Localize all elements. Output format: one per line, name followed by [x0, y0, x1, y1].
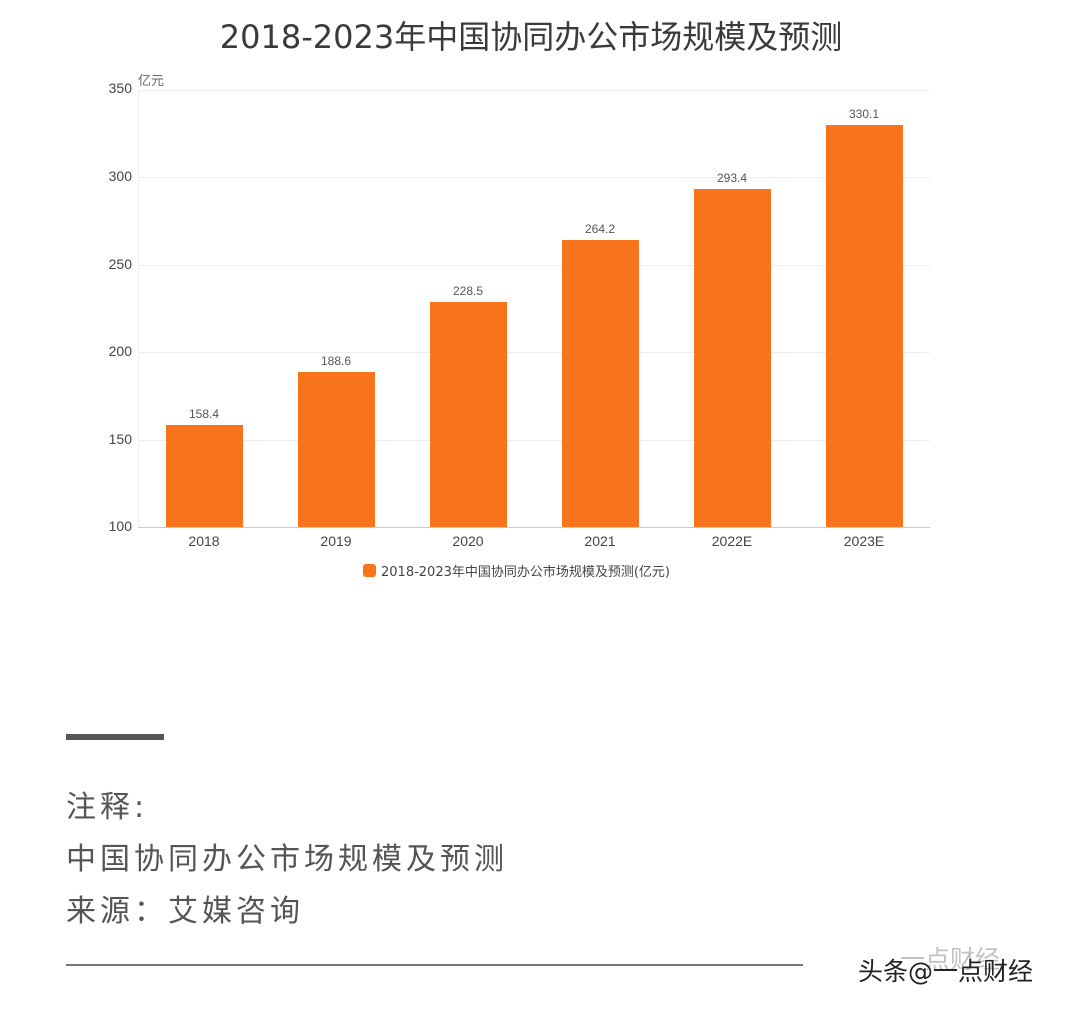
gridline: [138, 90, 930, 91]
gridline: [138, 177, 930, 178]
y-tick: 200: [108, 343, 132, 359]
legend-label: 2018-2023年中国协同办公市场规模及预测(亿元): [381, 565, 671, 580]
legend[interactable]: 2018-2023年中国协同办公市场规模及预测(亿元): [363, 561, 670, 580]
gridline: [138, 440, 930, 441]
y-tick: 100: [108, 518, 132, 534]
value-label: 330.1: [848, 106, 880, 121]
bar-2019[interactable]: [297, 372, 375, 527]
value-label: 264.2: [584, 221, 616, 236]
value-label: 228.5: [452, 284, 484, 299]
note-description: 中国协同办公市场规模及预测: [66, 842, 508, 877]
value-label: 188.6: [320, 354, 352, 369]
y-tick: 250: [108, 256, 132, 272]
y-axis-line: [138, 90, 139, 527]
legend-swatch-icon: [363, 564, 376, 577]
bar-2018[interactable]: [165, 424, 243, 527]
value-label: 158.4: [188, 406, 220, 421]
value-label: 293.4: [716, 170, 748, 185]
y-tick: 150: [108, 431, 132, 447]
note-source: 来源：艾媒咨询: [66, 894, 304, 929]
x-tick: 2021: [584, 533, 616, 549]
x-tick: 2020: [452, 533, 484, 549]
gridline: [138, 352, 930, 353]
x-tick: 2018: [188, 533, 220, 549]
bar-2020[interactable]: [429, 302, 507, 527]
x-axis-line: [138, 527, 930, 528]
x-tick: 2019: [320, 533, 352, 549]
bar-2021[interactable]: [561, 239, 639, 527]
section-divider: [66, 734, 164, 740]
y-tick: 350: [108, 80, 132, 96]
x-tick: 2023E: [843, 533, 885, 549]
watermark-ghost: 一点财经: [900, 945, 1001, 974]
y-tick: 300: [108, 168, 132, 184]
bar-2023E[interactable]: [825, 124, 903, 527]
bar-2022E[interactable]: [693, 188, 771, 527]
gridline: [138, 265, 930, 266]
chart-title: 2018-2023年中国协同办公市场规模及预测: [219, 18, 843, 56]
note-heading: 注释:: [66, 790, 149, 825]
watermark: 头条@一点财经: [858, 957, 1034, 986]
footer-divider: [66, 964, 803, 966]
x-tick: 2022E: [711, 533, 753, 549]
y-axis-unit: 亿元: [138, 74, 165, 89]
